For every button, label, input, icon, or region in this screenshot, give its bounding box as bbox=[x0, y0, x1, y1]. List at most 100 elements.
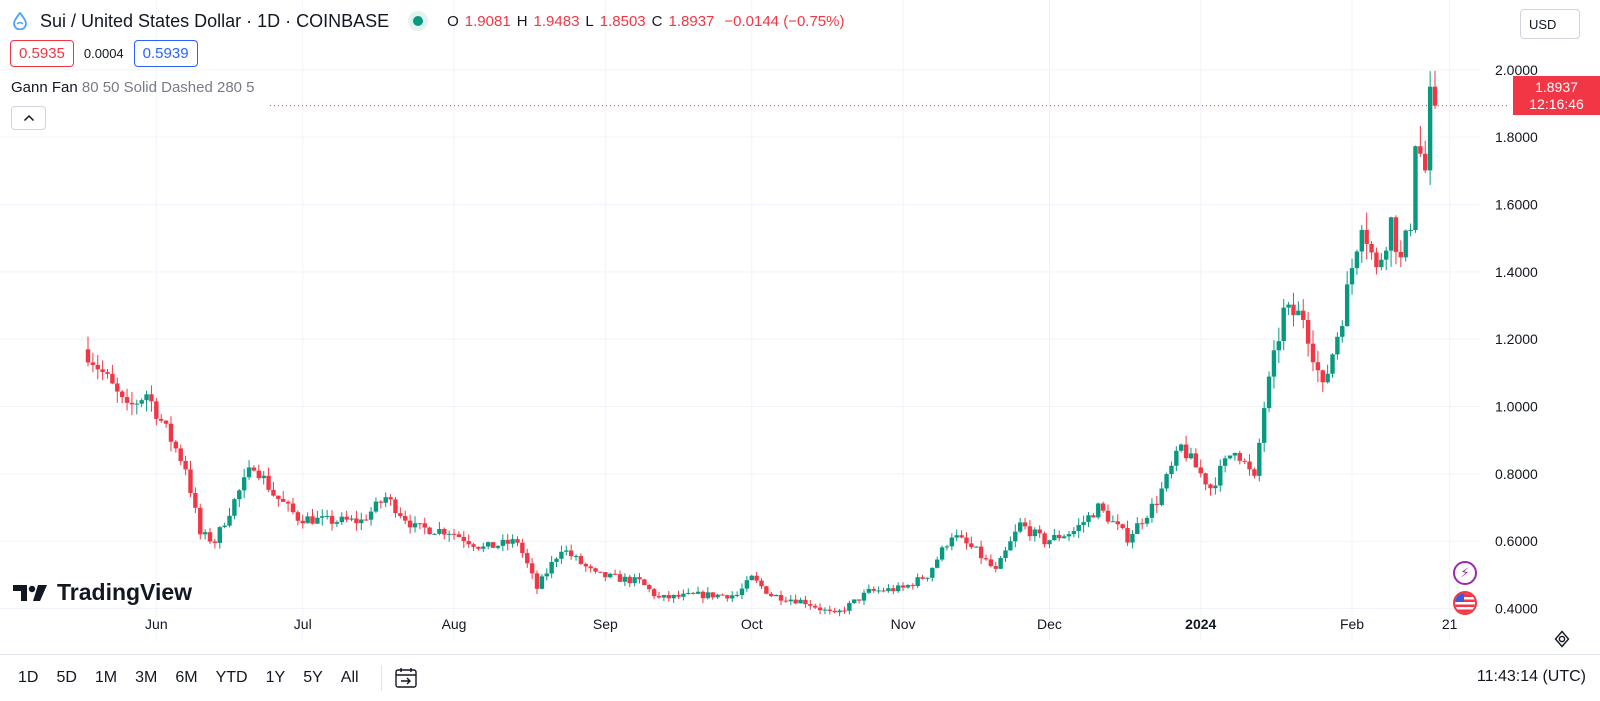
candle-body bbox=[471, 544, 476, 547]
candle-body bbox=[1047, 540, 1052, 545]
candle-body bbox=[159, 418, 164, 421]
candle-body bbox=[642, 579, 647, 586]
candle-body bbox=[500, 539, 506, 546]
range-1y-button[interactable]: 1Y bbox=[265, 669, 286, 686]
candle-body bbox=[1413, 146, 1418, 231]
time-axis[interactable]: Jun Jul Aug Sep Oct Nov Dec 2024 Feb 21 bbox=[145, 616, 1458, 632]
candle-body bbox=[1091, 515, 1096, 518]
bar-countdown: 12:16:46 bbox=[1529, 96, 1584, 112]
candle-body bbox=[154, 401, 159, 419]
range-5y-button[interactable]: 5Y bbox=[303, 669, 323, 686]
candle-body bbox=[378, 501, 384, 503]
candle-body bbox=[608, 573, 613, 578]
candle-body bbox=[1398, 251, 1404, 258]
candle-body bbox=[1086, 515, 1091, 523]
price-chart[interactable]: 0.4000 0.6000 0.8000 1.0000 1.2000 1.4000 1.60… bbox=[0, 0, 1600, 654]
symbol-title[interactable]: Sui / United States Dollar · 1D · COINBA… bbox=[40, 10, 390, 31]
candle-body bbox=[861, 592, 867, 601]
candle-body bbox=[730, 595, 735, 599]
candle-body bbox=[456, 534, 462, 537]
candle-body bbox=[539, 576, 545, 589]
candle-body bbox=[1418, 146, 1423, 154]
candle-body bbox=[905, 585, 911, 588]
candle-body bbox=[764, 586, 769, 594]
candle-body bbox=[690, 592, 696, 594]
candle-body bbox=[193, 492, 198, 508]
candle-body bbox=[954, 535, 959, 538]
candle-body bbox=[1247, 461, 1252, 470]
range-all-button[interactable]: All bbox=[340, 669, 359, 686]
candle-body bbox=[1188, 453, 1194, 459]
candle-body bbox=[1340, 326, 1345, 337]
y-tick-label: 1.4000 bbox=[1495, 264, 1538, 280]
candle-body bbox=[1003, 550, 1008, 558]
candle-body bbox=[1301, 310, 1306, 320]
candle-body bbox=[178, 448, 183, 461]
candle-body bbox=[900, 585, 906, 588]
go-to-date-button[interactable] bbox=[392, 664, 420, 692]
candle-body bbox=[1232, 453, 1238, 456]
range-1m-button[interactable]: 1M bbox=[94, 669, 118, 686]
candle-body bbox=[1408, 230, 1413, 232]
chart-settings-button[interactable] bbox=[1550, 627, 1574, 651]
price-axis[interactable]: 0.4000 0.6000 0.8000 1.0000 1.2000 1.4000 1.60… bbox=[1495, 62, 1538, 617]
candle-body bbox=[930, 567, 935, 578]
candle-body bbox=[1164, 474, 1169, 489]
candle-body bbox=[783, 600, 789, 602]
collapse-legend-button[interactable] bbox=[11, 106, 46, 130]
candle-body bbox=[1427, 86, 1433, 171]
candle-body bbox=[1354, 251, 1360, 269]
candle-body bbox=[705, 592, 711, 599]
ohlc-high-key: H bbox=[516, 12, 528, 30]
sell-price-button[interactable]: 0.5935 bbox=[10, 40, 74, 67]
range-5d-button[interactable]: 5D bbox=[56, 669, 77, 686]
candle-body bbox=[1349, 268, 1355, 285]
y-tick-label: 0.8000 bbox=[1495, 466, 1538, 482]
x-tick-label: Jul bbox=[294, 616, 312, 632]
candle-body bbox=[393, 499, 398, 514]
candle-body bbox=[407, 520, 413, 528]
candle-body bbox=[886, 588, 891, 592]
candle-body bbox=[1383, 250, 1389, 260]
candle-body bbox=[1066, 534, 1072, 537]
bottom-toolbar: 1D 5D 1M 3M 6M YTD 1Y 5Y All 11:43:14 (U… bbox=[0, 654, 1600, 701]
candle-body bbox=[388, 497, 393, 500]
ohlc-low-key: L bbox=[585, 12, 594, 30]
candle-body bbox=[446, 533, 452, 535]
range-ytd-button[interactable]: YTD bbox=[215, 669, 248, 686]
us-flag-event-icon[interactable] bbox=[1453, 591, 1477, 615]
candle-body bbox=[305, 516, 310, 524]
candle-body bbox=[515, 539, 520, 543]
candle-body bbox=[139, 400, 144, 404]
candle-body bbox=[695, 591, 701, 594]
candle-body bbox=[1330, 354, 1335, 374]
study-legend[interactable]: Gann Fan 80 50 Solid Dashed 280 5 bbox=[11, 79, 255, 96]
ohlc-close-value: 1.8937 bbox=[668, 12, 715, 30]
calendar-goto-icon bbox=[394, 668, 417, 688]
candle-body bbox=[349, 518, 354, 520]
tradingview-logo[interactable]: TradingView bbox=[13, 579, 192, 606]
candle-body bbox=[647, 585, 652, 590]
last-price-label: 1.8937 12:16:46 bbox=[1513, 76, 1600, 115]
candle-body bbox=[1105, 510, 1111, 522]
candle-body bbox=[105, 372, 110, 374]
candle-body bbox=[368, 511, 374, 520]
range-1d-button[interactable]: 1D bbox=[18, 669, 39, 686]
range-6m-button[interactable]: 6M bbox=[175, 669, 198, 686]
candle-body bbox=[1296, 310, 1301, 316]
range-3m-button[interactable]: 3M bbox=[135, 669, 158, 686]
candle-body bbox=[344, 516, 349, 520]
currency-button[interactable]: USD bbox=[1520, 9, 1580, 39]
utc-clock[interactable]: 11:43:14 (UTC) bbox=[1476, 668, 1586, 685]
candle-body bbox=[1364, 229, 1369, 244]
candle-body bbox=[1213, 485, 1218, 489]
candle-body bbox=[276, 495, 281, 499]
market-status-icon[interactable] bbox=[413, 16, 424, 26]
candle-body bbox=[627, 576, 632, 584]
candle-body bbox=[1335, 336, 1340, 355]
candle-body bbox=[1252, 469, 1257, 476]
candle-body bbox=[1144, 517, 1150, 524]
lightning-event-icon[interactable]: ⚡ bbox=[1453, 561, 1477, 585]
buy-price-button[interactable]: 0.5939 bbox=[133, 40, 198, 67]
candle-body bbox=[993, 566, 998, 569]
